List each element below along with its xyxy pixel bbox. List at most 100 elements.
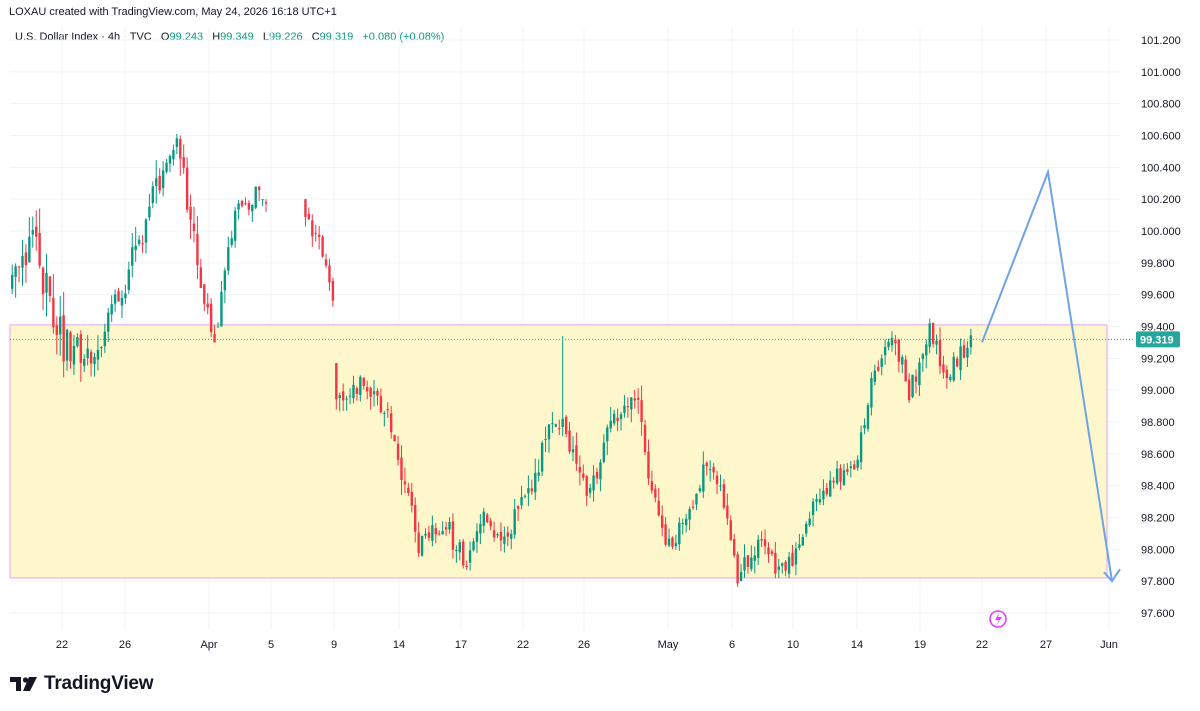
candle-body — [444, 527, 448, 530]
candle-body — [921, 354, 925, 360]
candle-body — [341, 391, 345, 401]
candle-body — [465, 566, 468, 568]
candle — [11, 264, 14, 294]
candle-body — [808, 518, 811, 525]
candle — [124, 284, 127, 304]
candle — [196, 216, 199, 280]
candle-body — [93, 356, 96, 365]
time-tick-label: Apr — [200, 639, 217, 651]
time-tick-label: 10 — [787, 639, 799, 651]
candle — [942, 355, 945, 379]
time-axis[interactable]: 22 26 Apr 5 9 14 17 22 26 May 6 10 14 19 22 27 Jun — [56, 639, 1118, 651]
candle — [45, 253, 48, 317]
candle-body — [918, 362, 921, 386]
candle — [698, 484, 702, 494]
candle — [743, 544, 746, 578]
candle — [103, 323, 107, 354]
candle — [712, 463, 715, 480]
price-tick-label: 100.800 — [1141, 99, 1181, 111]
price-tick-label: 97.600 — [1141, 608, 1175, 620]
candle — [216, 322, 220, 328]
candle-body — [781, 563, 784, 566]
candle-body — [609, 420, 612, 429]
candle — [264, 199, 268, 213]
tradingview-brand[interactable]: TradingView — [10, 673, 154, 695]
time-tick-label: 22 — [56, 639, 68, 651]
candle-body — [750, 557, 753, 570]
candle — [513, 498, 516, 539]
candle-body — [223, 270, 227, 291]
candle-body — [72, 346, 76, 365]
candle — [695, 493, 698, 511]
candle-body — [403, 481, 407, 485]
candle — [420, 535, 424, 557]
candle-body — [499, 531, 503, 541]
candle — [131, 233, 134, 278]
candle — [599, 459, 602, 492]
candle — [822, 479, 825, 506]
candle — [41, 266, 45, 310]
candle-body — [544, 439, 547, 441]
price-tick-label: 99.800 — [1141, 258, 1175, 270]
candle-body — [691, 506, 695, 508]
candle — [890, 331, 894, 352]
candle-body — [825, 488, 829, 495]
candle-body — [815, 498, 818, 502]
candle — [179, 135, 182, 176]
candle-body — [726, 505, 729, 519]
candle-body — [938, 339, 942, 367]
candle — [688, 506, 691, 531]
candle-body — [506, 532, 510, 537]
candle-body — [829, 480, 832, 497]
candle-body — [520, 496, 523, 506]
candle-body — [264, 202, 268, 204]
candle — [148, 193, 151, 221]
candle-body — [777, 566, 780, 571]
candle — [28, 217, 31, 263]
candle-body — [904, 359, 907, 382]
candle — [86, 335, 89, 366]
candle — [527, 475, 530, 507]
candle-body — [955, 358, 959, 367]
candle-body — [107, 312, 110, 332]
candle-body — [643, 424, 647, 453]
candle — [237, 199, 240, 220]
candle — [257, 186, 261, 202]
candle — [321, 234, 324, 258]
candle-body — [458, 542, 461, 553]
candle — [966, 341, 969, 367]
candle — [914, 369, 918, 394]
candle-body — [407, 487, 410, 494]
candle-body — [907, 379, 911, 401]
price-tick-label: 99.600 — [1141, 290, 1175, 302]
candle-body — [158, 175, 161, 191]
candle — [230, 230, 233, 248]
candle — [578, 455, 582, 486]
candle — [931, 322, 935, 348]
candle-body — [880, 358, 883, 367]
candle — [52, 274, 55, 334]
candle — [969, 328, 973, 355]
candle-body — [14, 266, 17, 277]
candle-body — [551, 423, 554, 425]
candle — [434, 523, 437, 544]
price-tick-label: 97.800 — [1141, 576, 1175, 588]
close-label: C — [311, 31, 320, 43]
candle-body — [698, 488, 702, 492]
range-zone[interactable] — [9, 324, 1108, 579]
candles-group — [11, 133, 973, 587]
candle-body — [767, 547, 770, 555]
candle-body — [141, 243, 144, 245]
price-axis[interactable]: 97.600 97.800 98.000 98.200 98.400 98.600 98.8… — [1141, 35, 1181, 620]
projection-path[interactable] — [981, 168, 1113, 582]
candle-body — [314, 232, 317, 234]
candle-body — [427, 532, 431, 538]
candle-body — [962, 345, 966, 358]
candle-body — [959, 346, 962, 371]
candle-body — [65, 330, 69, 361]
candle — [626, 397, 630, 418]
candle-body — [355, 388, 359, 394]
candle — [96, 335, 100, 371]
lightning-icon[interactable] — [989, 610, 1007, 628]
